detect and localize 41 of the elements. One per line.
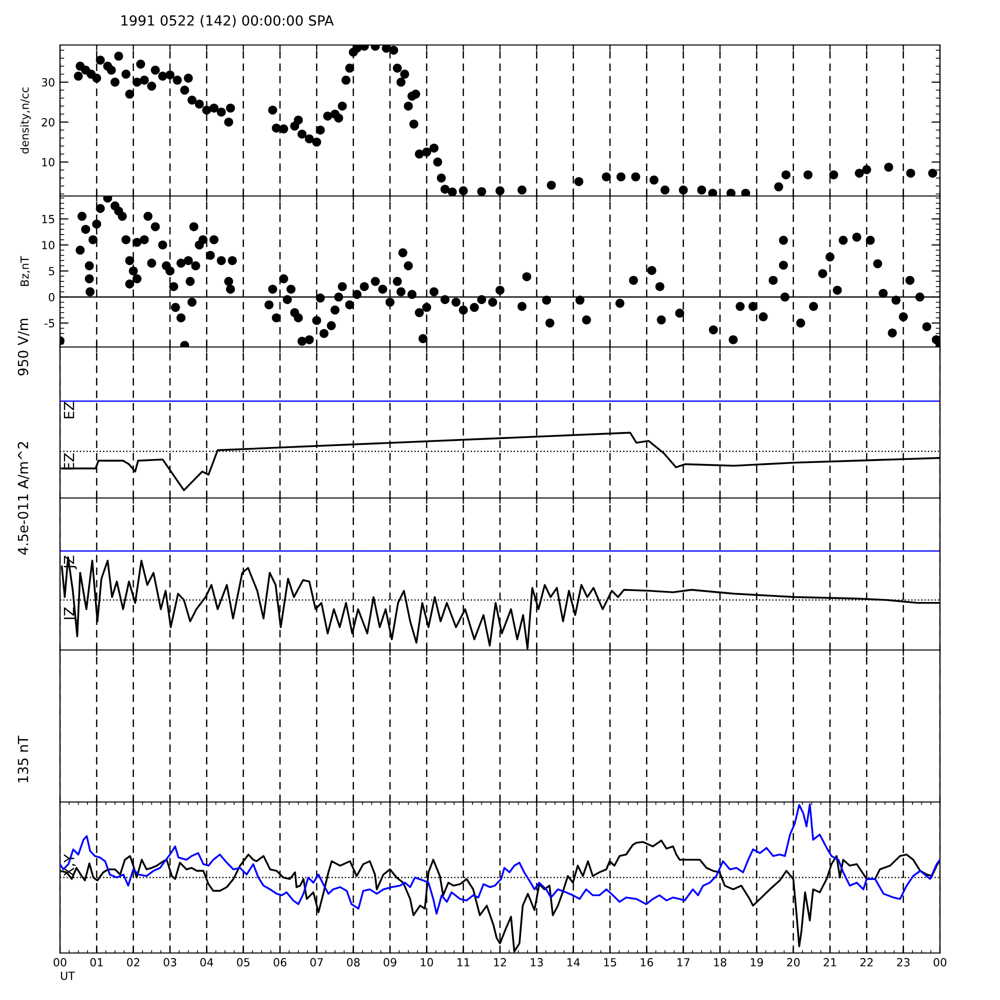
- y-tick-label: 30: [42, 78, 54, 87]
- y-tick-label: 0: [48, 292, 54, 302]
- chart-title: 1991 0522 (142) 00:00:00 SPA: [122, 15, 334, 28]
- y-tick-label: 10: [42, 158, 54, 166]
- x-tick-label: 22: [860, 958, 873, 966]
- x-tick-label: 03: [164, 958, 176, 966]
- x-tick-label: 06: [274, 958, 286, 966]
- x-tick-label: 02: [126, 958, 140, 966]
- x-tick-label: 00: [54, 958, 66, 966]
- y-tick-label: -5: [44, 319, 54, 328]
- x-tick-label: 20: [787, 958, 800, 966]
- x-tick-label: 07: [310, 958, 323, 966]
- x-tick-label: 21: [824, 958, 836, 966]
- y-axis-title: Bz,nT: [20, 256, 30, 286]
- x-tick-label: 13: [530, 958, 543, 966]
- x-tick-label: 12: [494, 958, 506, 966]
- x-tick-label: 04: [200, 958, 214, 966]
- x-tick-label: 16: [640, 958, 654, 966]
- x-tick-label: 19: [750, 958, 763, 966]
- text: EZ: [64, 402, 74, 418]
- x-tick-label: 15: [604, 958, 616, 966]
- y-tick-label: 15: [42, 215, 54, 224]
- x-tick-label: 09: [384, 958, 396, 966]
- y-axis-title: 950 V/m: [18, 318, 30, 376]
- x-tick-label: 00: [934, 958, 946, 966]
- y-axis-title: 135 nT: [18, 736, 28, 782]
- y-axis-title: density,n/cc: [20, 88, 31, 154]
- x-tick-label: 18: [714, 958, 726, 966]
- x-tick-label: 14: [567, 958, 580, 966]
- x-tick-label: 23: [897, 958, 910, 966]
- x-tick-label: 17: [677, 958, 690, 966]
- y-tick-label: 10: [42, 240, 54, 250]
- y-tick-label: 20: [42, 118, 54, 126]
- x-tick-label: 01: [90, 958, 103, 966]
- y-axis-title: 4.5e-011 A/m^2: [18, 442, 30, 555]
- x-axis-title: UT: [60, 972, 75, 980]
- x-tick-label: 08: [346, 958, 360, 966]
- y-tick-label: 5: [48, 267, 54, 276]
- x-tick-label: 11: [457, 958, 470, 966]
- x-tick-label: 10: [420, 958, 433, 966]
- x-tick-label: 05: [236, 958, 250, 966]
